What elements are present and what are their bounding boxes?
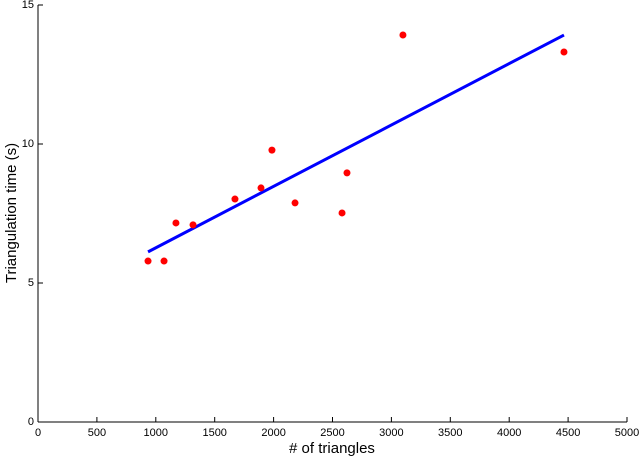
x-tick-label: 5000 (615, 427, 639, 439)
x-tick-label: 2000 (261, 427, 285, 439)
x-axis-label: # of triangles (289, 440, 375, 457)
fit-line (147, 33, 565, 254)
data-point (291, 199, 299, 207)
y-tick-label: 15 (22, 0, 34, 11)
x-tick-label: 2500 (320, 427, 344, 439)
x-tick-label: 1500 (202, 427, 226, 439)
x-tick-label: 4000 (497, 427, 521, 439)
x-tick-label: 1000 (144, 427, 168, 439)
y-tick-label: 0 (28, 416, 34, 428)
data-point (189, 221, 197, 229)
data-point (231, 195, 239, 203)
x-tick-label: 0 (35, 427, 41, 439)
data-point (268, 146, 276, 154)
data-point (560, 48, 568, 56)
y-tick-label: 5 (28, 277, 34, 289)
data-point (399, 31, 407, 39)
data-point (172, 219, 180, 227)
x-tick-label: 4500 (556, 427, 580, 439)
data-point (343, 169, 351, 177)
x-tick-label: 3500 (438, 427, 462, 439)
data-point (338, 209, 346, 217)
data-point (160, 257, 168, 265)
data-point (257, 184, 265, 192)
x-tick-label: 3000 (379, 427, 403, 439)
y-axis-label: Triangulation time (s) (3, 143, 20, 283)
data-point (144, 257, 152, 265)
x-tick-label: 500 (88, 427, 106, 439)
y-tick-label: 10 (22, 138, 34, 150)
